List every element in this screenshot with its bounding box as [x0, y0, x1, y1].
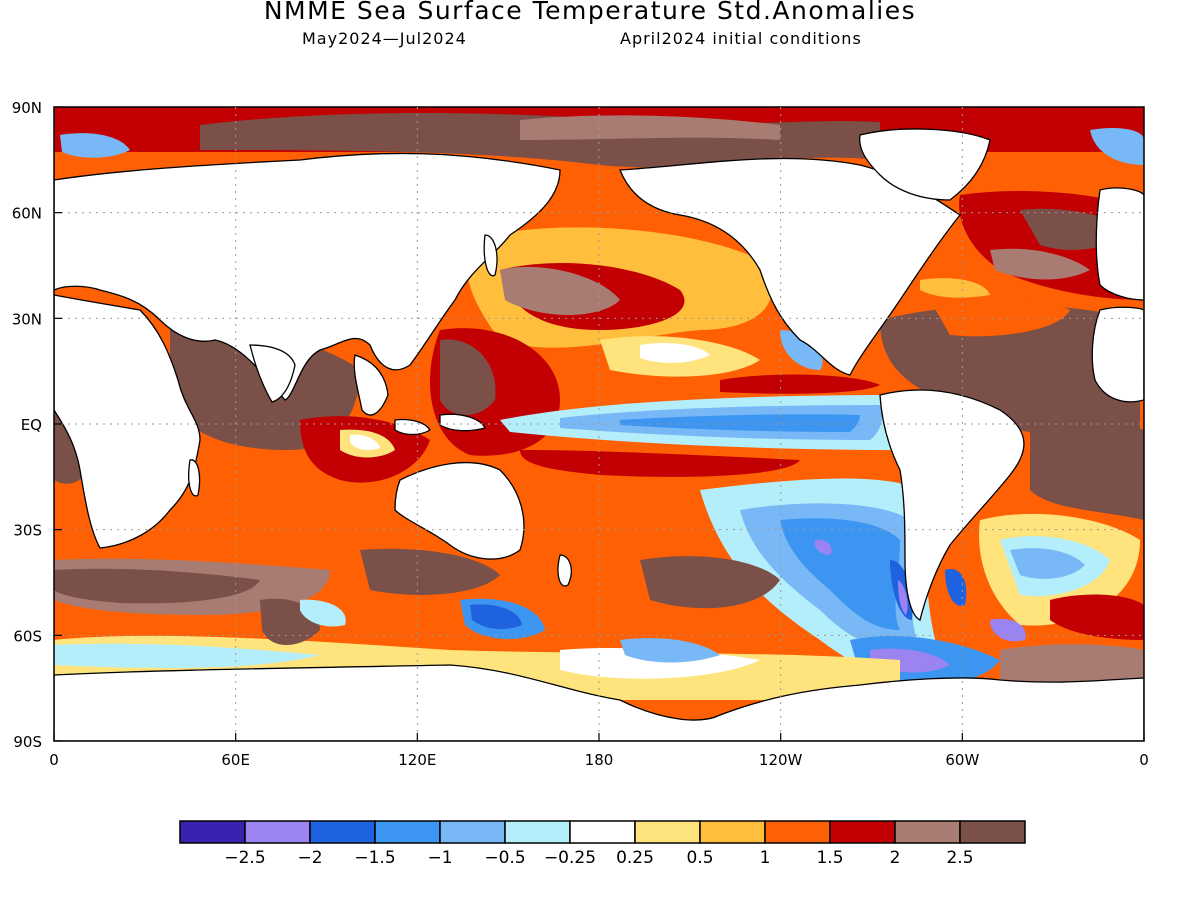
colorbar-swatch — [439, 820, 506, 844]
colorbar-swatch — [894, 820, 961, 844]
colorbar-label: −2 — [297, 848, 322, 868]
lat-tick-label: 60S — [13, 627, 42, 645]
colorbar-label: −1 — [427, 848, 452, 868]
colorbar-label: 2.5 — [946, 848, 973, 868]
new-zealand-landmass — [557, 554, 572, 587]
lon-tick-label: 60W — [945, 751, 979, 769]
lon-tick-label: 120E — [398, 751, 436, 769]
lon-tick-label: 120W — [759, 751, 803, 769]
lat-tick-label: 90N — [12, 99, 42, 117]
west-africa-landmass — [1091, 306, 1144, 403]
indonesia-landmass — [394, 418, 431, 436]
lat-tick-label: EQ — [21, 416, 42, 434]
colorbar-label: 2 — [890, 848, 901, 868]
colorbar-swatch — [764, 820, 831, 844]
colorbar-swatch — [504, 820, 571, 844]
colorbar-swatch — [569, 820, 636, 844]
forecast-period: May2024—Jul2024 — [302, 29, 467, 48]
colorbar-swatch — [959, 820, 1026, 844]
lon-tick-label: 180 — [585, 751, 614, 769]
europe-landmass — [1095, 187, 1144, 301]
land-masses — [54, 128, 1144, 741]
colorbar-swatch — [374, 820, 441, 844]
lon-tick-label: 0 — [49, 751, 59, 769]
lat-tick-label: 30S — [13, 522, 42, 540]
greenland-landmass — [859, 128, 991, 201]
south-america-landmass — [879, 389, 1025, 621]
lon-tick-label: 0 — [1139, 751, 1149, 769]
colorbar-swatch — [634, 820, 701, 844]
colorbar-label: 0.5 — [686, 848, 713, 868]
colorbar-label: 1 — [760, 848, 771, 868]
colorbar-swatch — [179, 820, 246, 844]
colorbar-label: 0.25 — [616, 848, 654, 868]
colorbar-label: −2.5 — [224, 848, 265, 868]
lon-tick-label: 60E — [221, 751, 250, 769]
borneo-landmass — [439, 413, 486, 432]
colorbar-swatch — [244, 820, 311, 844]
lat-tick-label: 90S — [13, 733, 42, 751]
japan-landmass — [483, 234, 498, 277]
colorbar-swatch — [699, 820, 766, 844]
eurasia-landmass — [54, 152, 561, 401]
australia-landmass — [394, 461, 525, 560]
india-landmass — [249, 344, 296, 403]
colorbar-label: −1.5 — [354, 848, 395, 868]
colorbar-swatch — [829, 820, 896, 844]
colorbar-label: 1.5 — [816, 848, 843, 868]
madagascar-landmass — [188, 459, 201, 497]
initial-conditions: April2024 initial conditions — [620, 29, 862, 48]
lat-tick-label: 60N — [12, 205, 42, 223]
colorbar-swatch — [309, 820, 376, 844]
gridlines — [54, 107, 1144, 741]
indochina-landmass — [353, 354, 389, 416]
map-title: NMME Sea Surface Temperature Std.Anomali… — [263, 0, 917, 25]
colorbar-label: −0.25 — [544, 848, 596, 868]
lat-tick-label: 30N — [12, 310, 42, 328]
axis-labels: 90N 60N 30N EQ 30S 60S 90S 0 60E 120E 180 120W 60W 0 — [12, 99, 1149, 769]
colorbar-label: −0.5 — [484, 848, 525, 868]
colorbar: −2.5 −2 −1.5 −1 −0.5 −0.25 0.25 0.5 1 1.5 2 2.5 — [179, 820, 1026, 868]
